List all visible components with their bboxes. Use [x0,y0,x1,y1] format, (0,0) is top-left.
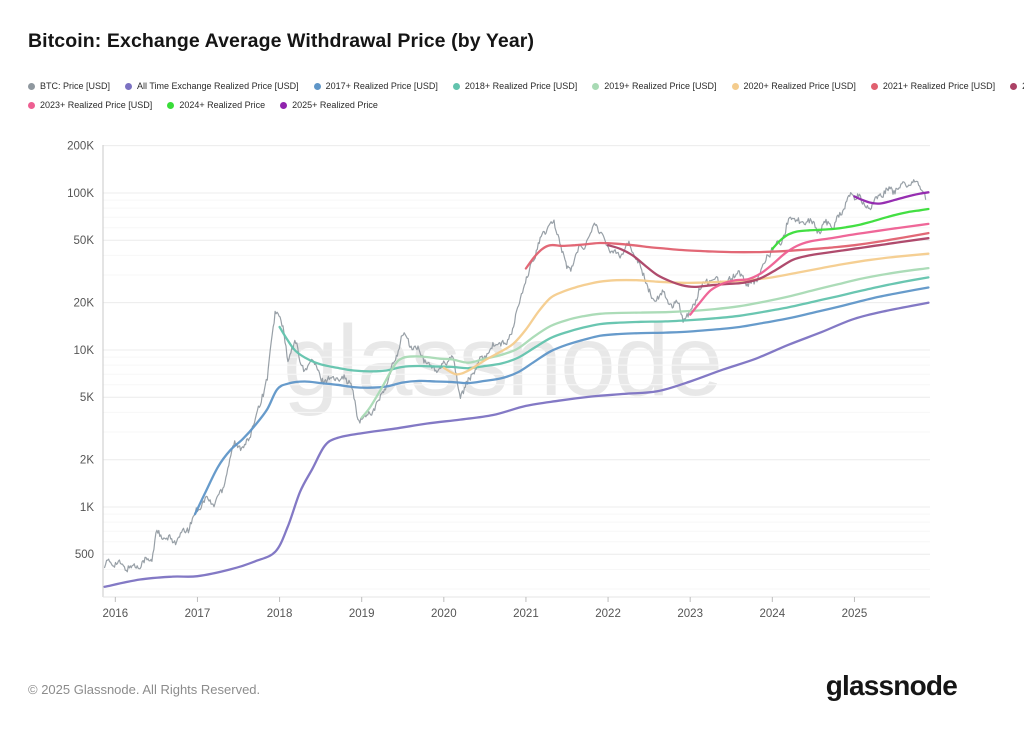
y-tick-label: 1K [80,502,94,514]
y-tick-label: 100K [67,188,94,200]
series-line-all-time-exchange-realized-price-usd [103,301,930,588]
x-tick-label: 2017 [185,608,211,620]
x-tick-label: 2018 [267,608,293,620]
y-tick-label: 10K [74,345,95,357]
x-tick-label: 2020 [431,608,457,620]
series-dot-icon [731,82,739,90]
y-tick-label: 200K [67,141,94,153]
series-dot-icon [28,101,35,109]
legend: BTC: Price [USD] All Time Exchange Realiz… [28,81,1024,119]
x-tick-label: 2025 [842,608,868,620]
series-line-2021-realized-price-usd [524,231,930,270]
series-line-btc-price-usd [104,179,927,573]
series-dot-icon [280,101,288,109]
series-line-2024-realized-price [771,207,930,251]
series-dot-icon [125,82,133,90]
legend-item-2021-realized-price-usd[interactable]: 2021+ Realized Price [USD] [870,81,996,91]
legend-item-label: BTC: Price [USD] [40,81,111,91]
x-tick-label: 2024 [760,608,786,620]
series-dot-icon [592,82,600,90]
legend-item-2019-realized-price-usd[interactable]: 2019+ Realized Price [USD] [592,81,717,91]
legend-item-label: 2019+ Realized Price [USD] [604,81,717,91]
legend-item-label: 2021+ Realized Price [USD] [882,81,996,91]
y-tick-label: 5K [80,392,94,404]
series-dot-icon [28,82,35,90]
legend-row: BTC: Price [USD] All Time Exchange Realiz… [28,81,1024,91]
legend-item-all-time-exchange-realized-price-usd[interactable]: All Time Exchange Realized Price [USD] [125,81,299,91]
legend-item-2017-realized-price-usd[interactable]: 2017+ Realized Price [USD] [313,81,438,91]
legend-row: 2023+ Realized Price [USD] 2024+ Realized… [28,100,1003,110]
glassnode-watermark: glassnode [283,305,723,417]
x-tick-label: 2021 [513,608,539,620]
series-line-2020-realized-price-usd [442,252,930,376]
glassnode-logo: glassnode [825,670,958,701]
legend-item-label: All Time Exchange Realized Price [USD] [137,81,299,91]
legend-item-label: 2022+ Realized Price [USD] [1022,81,1024,91]
series-line-2023-realized-price-usd [689,222,930,316]
x-tick-label: 2022 [595,608,621,620]
series-line-2018-realized-price-usd [278,276,930,373]
x-tick-label: 2023 [677,608,703,620]
legend-item-label: 2025+ Realized Price [292,100,378,110]
legend-item-label: 2017+ Realized Price [USD] [325,81,438,91]
y-tick-label: 500 [75,549,94,561]
legend-item-2018-realized-price-usd[interactable]: 2018+ Realized Price [USD] [452,81,578,91]
legend-item-label: 2023+ Realized Price [USD] [40,100,153,110]
legend-item-label: 2024+ Realized Price [179,100,266,110]
series-dot-icon [870,82,878,90]
x-tick-label: 2016 [103,608,129,620]
series-dot-icon [167,101,175,109]
legend-item-btc-price-usd[interactable]: BTC: Price [USD] [28,81,110,91]
legend-item-2020-realized-price-usd[interactable]: 2020+ Realized Price [USD] [731,81,856,91]
series-line-2022-realized-price-usd [606,237,930,289]
legend-item-2023-realized-price-usd[interactable]: 2023+ Realized Price [USD] [28,100,152,110]
series-dot-icon [1010,82,1018,90]
legend-item-label: 2020+ Realized Price [USD] [743,81,856,91]
series-dot-icon [313,82,321,90]
y-tick-label: 20K [74,298,95,310]
legend-item-label: 2018+ Realized Price [USD] [464,81,578,91]
series-dot-icon [452,82,460,90]
series-line-2019-realized-price-usd [360,266,930,419]
page-title: Bitcoin: Exchange Average Withdrawal Pri… [28,30,535,52]
y-tick-label: 2K [80,455,94,467]
legend-item-2024-realized-price[interactable]: 2024+ Realized Price [167,100,265,110]
series-line-2025-realized-price [853,191,930,205]
series-line-2017-realized-price-usd [193,286,930,516]
x-tick-label: 2019 [349,608,375,620]
legend-item-2022-realized-price-usd[interactable]: 2022+ Realized Price [USD] [1010,81,1024,91]
copyright-text: © 2025 Glassnode. All Rights Reserved. [28,682,261,697]
legend-item-2025-realized-price[interactable]: 2025+ Realized Price [280,100,378,110]
y-tick-label: 50K [74,235,95,247]
